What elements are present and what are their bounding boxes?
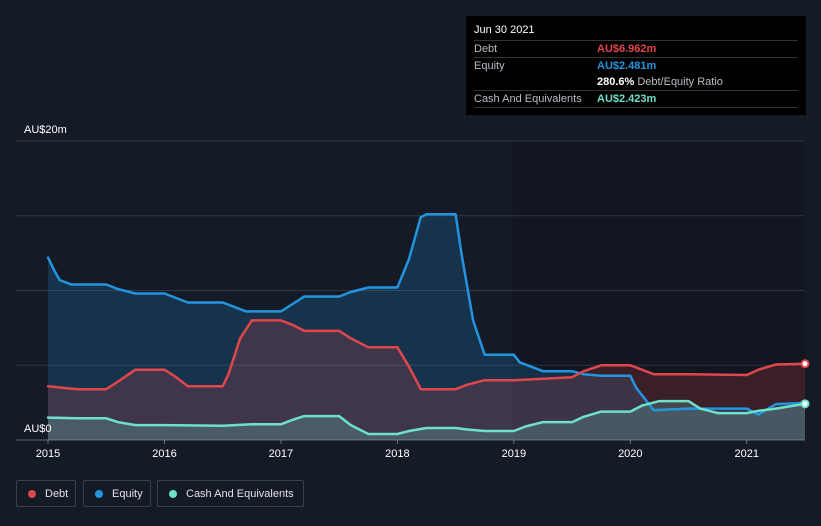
tooltip-equity-label: Equity [474, 60, 505, 72]
legend-cash-dot [169, 489, 177, 498]
legend-item-cash[interactable]: Cash And Equivalents [157, 480, 304, 507]
legend-debt-dot [28, 489, 36, 498]
x-tick-label: 2015 [36, 448, 60, 460]
tooltip-row-ratio: 280.6% Debt/Equity Ratio [474, 74, 798, 90]
line-debt [46, 319, 807, 391]
gridlines [16, 140, 805, 441]
area-cash-and-equivalents [48, 401, 805, 440]
line-cash-and-equivalents [46, 399, 807, 436]
end-marker-debt [800, 359, 810, 369]
tooltip-ratio-value: 280.6% [597, 76, 635, 88]
series-end-markers [800, 359, 810, 409]
legend-item-debt[interactable]: Debt [16, 480, 76, 507]
legend-debt-label: Debt [45, 487, 69, 500]
x-tick-label: 2016 [152, 448, 176, 460]
area-equity [48, 214, 805, 440]
x-tick-label: 2018 [385, 448, 409, 460]
x-tick-label: 2020 [618, 448, 642, 460]
tooltip-cash-label: Cash And Equivalents [474, 93, 582, 105]
x-tick-label: 2021 [735, 448, 759, 460]
tooltip-row-equity: Equity AU$2.481m [474, 57, 798, 74]
x-tick-label: 2019 [502, 448, 526, 460]
tooltip-ratio-label: Debt/Equity Ratio [637, 76, 723, 88]
legend-cash-label: Cash And Equivalents [186, 487, 294, 500]
tooltip-equity-value: AU$2.481m [597, 60, 657, 72]
end-marker-cash-and-equivalents [800, 399, 810, 409]
tooltip-debt-value: AU$6.962m [597, 43, 657, 55]
tooltip-date: Jun 30 2021 [474, 24, 535, 36]
y-tick-label-top: AU$20m [24, 124, 67, 136]
y-tick-label-bottom: AU$0 [24, 423, 52, 435]
line-equity [46, 213, 807, 416]
x-tick-labels: 2015 2016 2017 2018 2019 2020 2021 [36, 440, 759, 460]
x-tick-label: 2017 [269, 448, 293, 460]
series-lines [46, 213, 807, 436]
legend-item-equity[interactable]: Equity [83, 480, 151, 507]
tooltip-debt-label: Debt [474, 43, 498, 55]
tooltip-cash-value: AU$2.423m [597, 93, 657, 105]
legend-equity-dot [95, 489, 103, 498]
future-shading [513, 141, 805, 440]
legend-equity-label: Equity [112, 487, 143, 500]
tooltip-row-debt: Debt AU$6.962m [474, 40, 798, 57]
tooltip: Jun 30 2021 Debt AU$6.962m Equity AU$2.4… [466, 16, 806, 115]
tooltip-row-cash: Cash And Equivalents AU$2.423m [474, 90, 798, 108]
